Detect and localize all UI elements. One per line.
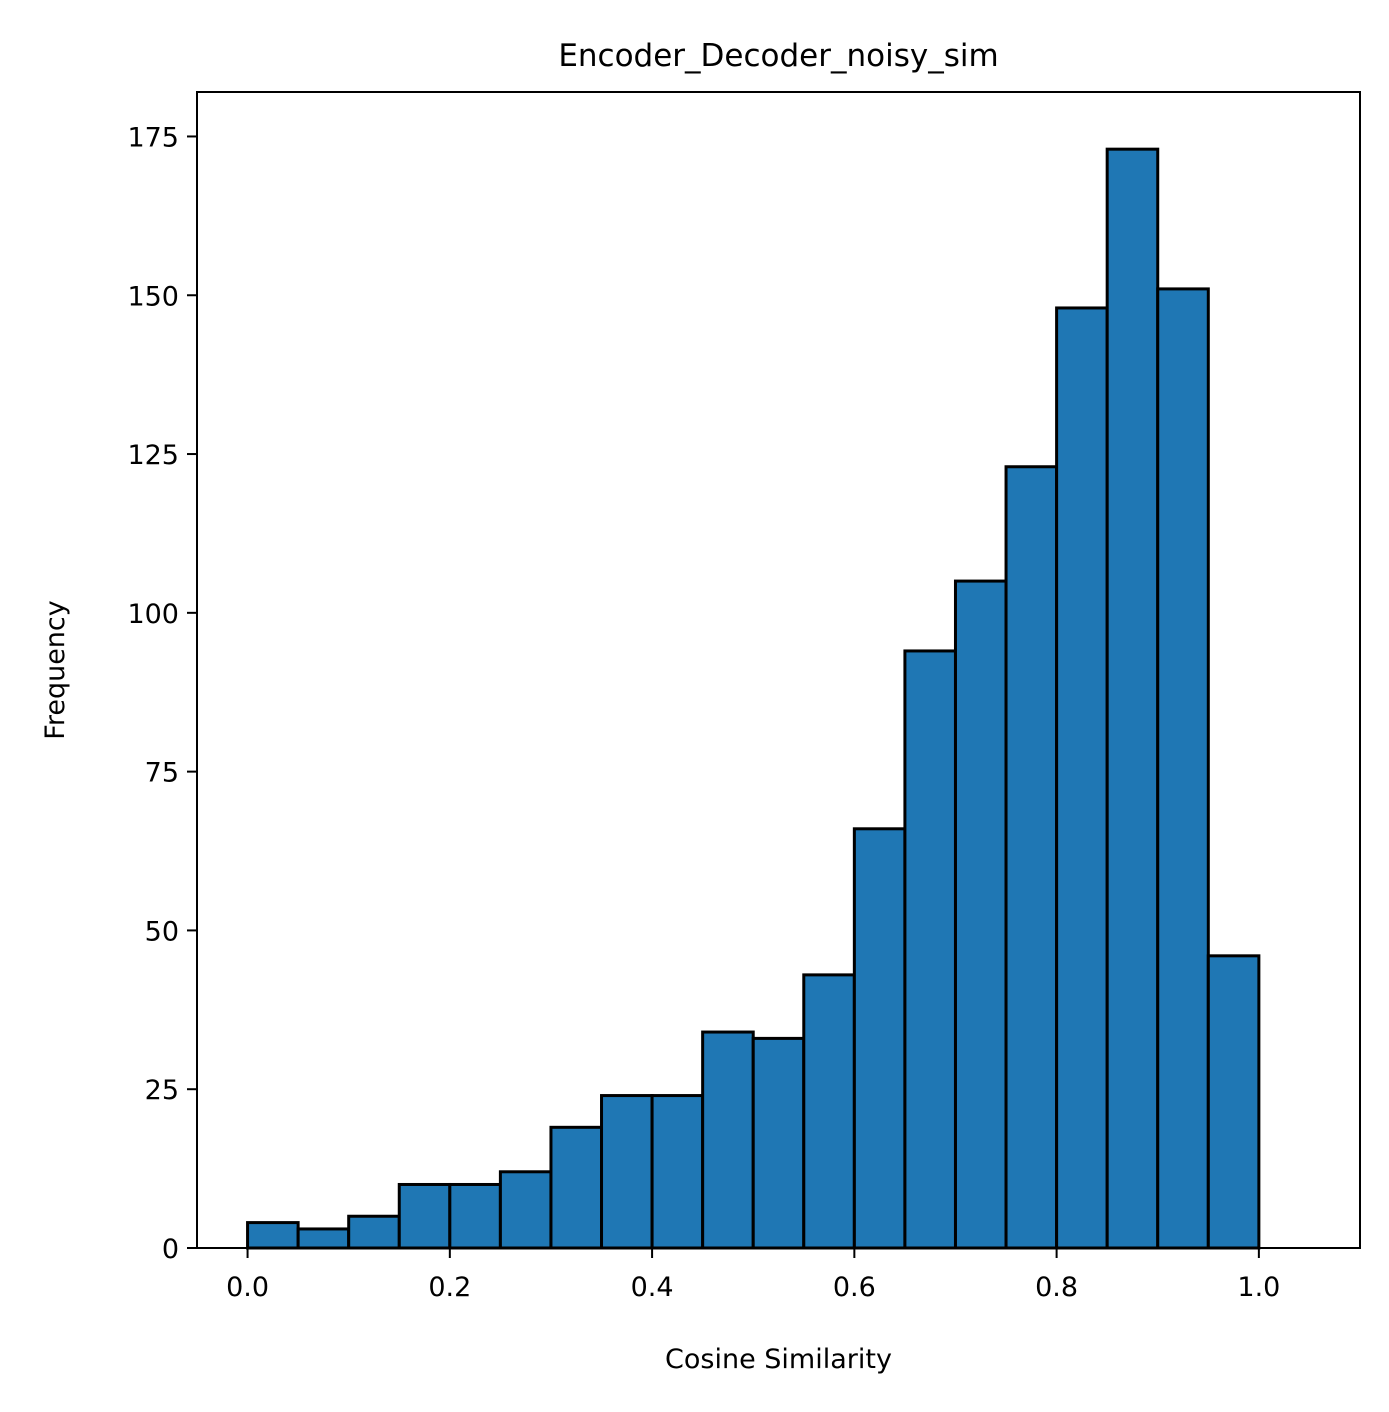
x-tick-label: 0.8 [1035, 1272, 1078, 1303]
y-tick-label: 150 [127, 281, 179, 312]
histogram-bar [701, 1030, 755, 1250]
x-tick-label: 0.6 [833, 1272, 876, 1303]
histogram-bar [296, 1227, 351, 1250]
histogram-bar [1156, 287, 1210, 1250]
y-tick-label: 125 [127, 440, 179, 471]
y-tick-label: 100 [127, 599, 179, 630]
histogram-bar [953, 579, 1008, 1250]
histogram-bar [852, 827, 907, 1250]
x-tick-label: 0.2 [428, 1272, 471, 1303]
histogram-bar [347, 1214, 401, 1250]
plot-frame [196, 91, 1361, 1249]
x-tick-label: 1.0 [1237, 1272, 1280, 1303]
histogram-bar [1055, 306, 1109, 1250]
histogram-bar [498, 1170, 553, 1250]
bars-layer [246, 147, 1261, 1250]
chart-title: Encoder_Decoder_noisy_sim [558, 38, 998, 74]
y-axis-label: Frequency [40, 600, 71, 740]
histogram-bar [1004, 465, 1059, 1250]
histogram-bar [600, 1094, 654, 1250]
ticks-layer: 0.0 0.2 0.4 0.6 0.8 1.0 0 25 50 75 100 125 150 175 [127, 122, 1280, 1303]
histogram-bar [903, 649, 957, 1250]
y-tick-label: 25 [145, 1075, 179, 1106]
histogram-bar [1206, 954, 1261, 1250]
y-tick-label: 75 [145, 758, 179, 789]
histogram-bar [1105, 147, 1160, 1250]
y-tick-label: 0 [162, 1234, 179, 1265]
y-tick-label: 175 [127, 122, 179, 153]
y-tick-label: 50 [145, 916, 179, 947]
x-tick-label: 0.0 [226, 1272, 269, 1303]
histogram-bar [650, 1094, 705, 1250]
histogram-bar [448, 1182, 502, 1250]
histogram-bar [751, 1036, 806, 1250]
histogram-bar [397, 1182, 452, 1250]
x-axis-label: Cosine Similarity [665, 1344, 892, 1375]
histogram-bar [246, 1221, 300, 1250]
histogram-bar [802, 973, 856, 1250]
histogram-bar [549, 1125, 604, 1250]
x-tick-label: 0.4 [631, 1272, 674, 1303]
